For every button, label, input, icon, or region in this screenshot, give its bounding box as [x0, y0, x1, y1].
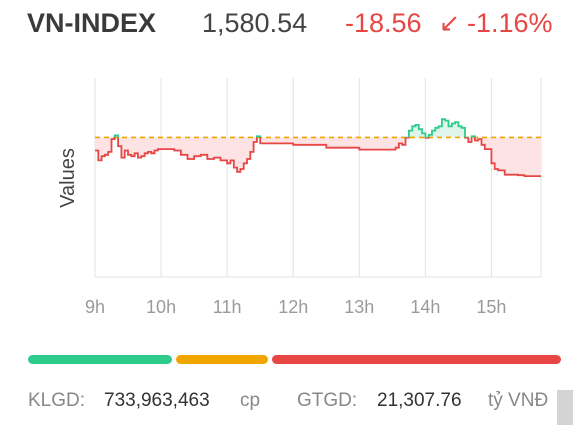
down-arrow-icon: ↙: [439, 9, 460, 37]
index-value: 1,580.54: [202, 8, 308, 38]
x-tick-label: 12h: [278, 297, 308, 317]
x-tick-label: 13h: [344, 297, 374, 317]
index-change: -18.56: [345, 8, 422, 38]
breadth-unchanged: [176, 355, 269, 364]
y-axis-label: Values: [57, 148, 79, 208]
x-tick-label: 10h: [146, 297, 176, 317]
chart-grid: [94, 78, 542, 278]
x-tick-label: 9h: [85, 297, 105, 317]
trade-value: 21,307.76: [377, 390, 462, 411]
volume-label: KLGD:: [28, 390, 86, 411]
market-breadth-bar: [28, 355, 561, 364]
index-name: VN-INDEX: [27, 8, 157, 38]
above-reference-fill: [114, 119, 475, 138]
intraday-chart[interactable]: 9h 10h 11h 12h 13h 14h 15h Values: [0, 50, 574, 322]
value-label: GTGD:: [297, 390, 358, 411]
x-tick-label: 15h: [476, 297, 506, 317]
chart-area-fill: [95, 119, 541, 177]
breadth-advancing: [28, 355, 173, 364]
volume-value: 733,963,463: [104, 390, 210, 411]
x-axis-ticks: 9h 10h 11h 12h 13h 14h 15h: [85, 297, 506, 317]
index-header: VN-INDEX 1,580.54 -18.56 ↙ -1.16%: [27, 6, 567, 40]
below-reference-fill: [95, 137, 541, 177]
x-tick-label: 14h: [410, 297, 440, 317]
price-line-down: [95, 137, 541, 177]
scrollbar-thumb[interactable]: [557, 390, 573, 425]
volume-unit: cp: [240, 390, 261, 411]
trading-summary: KLGD: 733,963,463 cp GTGD: 21,307.76 tỷ …: [0, 388, 574, 414]
price-line: [95, 118, 541, 177]
x-tick-label: 11h: [213, 297, 242, 317]
breadth-declining: [272, 355, 561, 364]
trade-value-unit: tỷ VNĐ: [488, 390, 549, 411]
index-change-percent: -1.16%: [467, 8, 553, 38]
